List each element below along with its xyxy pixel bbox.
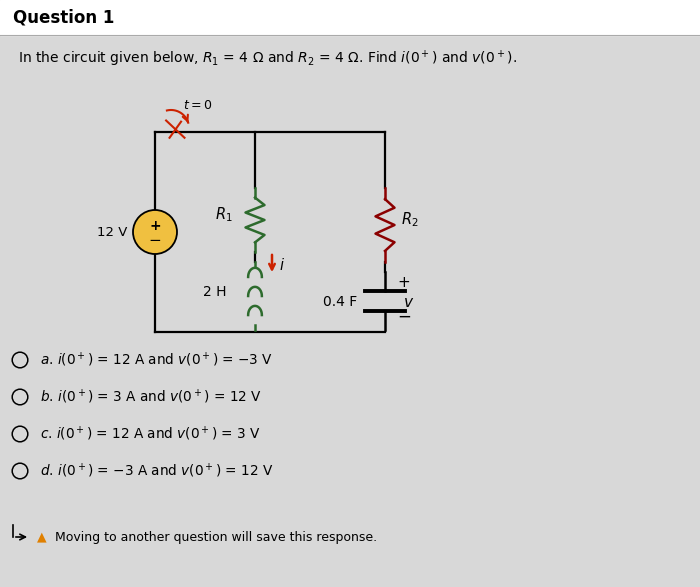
Text: ▲: ▲ [37,531,47,544]
Text: +: + [397,275,410,289]
Text: Moving to another question will save this response.: Moving to another question will save thi… [55,531,377,544]
Text: Question 1: Question 1 [13,8,114,26]
Text: $\mathit{a}$. $i(0^+)$ = 12 A and $v(0^+)$ = $-$3 V: $\mathit{a}$. $i(0^+)$ = 12 A and $v(0^+… [40,351,273,369]
Text: 12 V: 12 V [97,225,127,238]
Text: 0.4 F: 0.4 F [323,295,357,309]
Text: 2 H: 2 H [204,285,227,299]
Text: +: + [149,219,161,233]
Text: $\mathit{d}$. $i(0^+)$ = $-$3 A and $v(0^+)$ = 12 V: $\mathit{d}$. $i(0^+)$ = $-$3 A and $v(0… [40,462,273,480]
Text: $R_1$: $R_1$ [216,205,233,224]
Text: $v$: $v$ [403,295,414,309]
Text: In the circuit given below, $R_1$ = 4 $\Omega$ and $R_2$ = 4 $\Omega$. Find $i(0: In the circuit given below, $R_1$ = 4 $\… [18,49,517,69]
Text: $\mathit{c}$. $i(0^+)$ = 12 A and $v(0^+)$ = 3 V: $\mathit{c}$. $i(0^+)$ = 12 A and $v(0^+… [40,425,260,443]
Circle shape [133,210,177,254]
Text: $t=0$: $t=0$ [183,99,212,112]
Text: $R_2$: $R_2$ [401,211,419,230]
Text: $\mathit{b}$. $i(0^+)$ = 3 A and $v(0^+)$ = 12 V: $\mathit{b}$. $i(0^+)$ = 3 A and $v(0^+)… [40,388,262,406]
Text: −: − [148,232,162,248]
Text: −: − [397,308,411,326]
Bar [0,0,700,35]
Text: $i$: $i$ [279,257,285,273]
